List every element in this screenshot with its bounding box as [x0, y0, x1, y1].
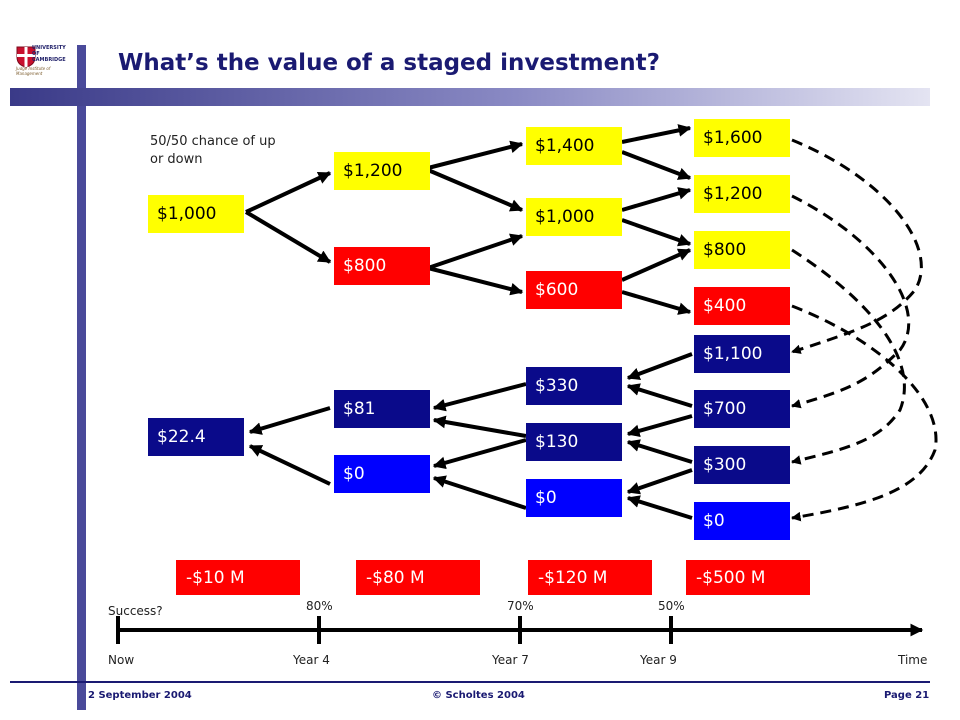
arrow-back-2a — [432, 382, 527, 412]
footer-page-number: Page 21 — [884, 690, 930, 701]
payoff-curve-4 — [791, 304, 938, 522]
node-upper-y7-2: $1,000 — [526, 198, 622, 236]
arrow-back-3c — [626, 414, 693, 438]
timeline-label-year4: Year 4 — [293, 653, 330, 667]
payoff-curve-3 — [791, 248, 906, 465]
footer-copyright: © Scholtes 2004 — [432, 690, 525, 701]
node-upper-y7-3: $600 — [526, 271, 622, 309]
arrow-back-2c — [432, 438, 527, 470]
arrow-back-3a — [626, 352, 693, 380]
cost-stage-2: -$80 M — [356, 560, 480, 595]
timeline-label-time: Time — [898, 653, 928, 667]
left-accent-bar — [77, 45, 86, 710]
node-lower-y7-3: $0 — [526, 479, 622, 517]
cost-stage-4: -$500 M — [686, 560, 810, 595]
arrow-down-1 — [244, 210, 332, 264]
arrow-down-2b — [427, 266, 524, 296]
cost-stage-1: -$10 M — [176, 560, 300, 595]
node-lower-y4-1: $81 — [334, 390, 430, 428]
arrow-up-3b — [621, 187, 692, 212]
node-lower-y9-3: $300 — [694, 446, 790, 484]
node-upper-y9-4: $400 — [694, 287, 790, 325]
arrow-down-3a — [621, 150, 692, 180]
probability-note: 50/50 chance of up or down — [150, 134, 276, 167]
arrow-back-1b — [248, 444, 331, 486]
node-upper-y4-down: $800 — [334, 247, 430, 285]
arrow-back-3b — [626, 383, 693, 408]
payoff-curve-1 — [791, 138, 923, 354]
timeline-success-label: Success? — [108, 604, 163, 618]
node-lower-y9-1: $1,100 — [694, 335, 790, 373]
arrow-down-2a — [427, 168, 524, 212]
node-upper-y4-up: $1,200 — [334, 152, 430, 190]
logo-title: UNIVERSITY OF CAMBRIDGE — [32, 45, 66, 63]
payoff-curve-2 — [791, 194, 911, 409]
arrow-down-3c — [621, 290, 692, 315]
node-upper-now: $1,000 — [148, 195, 244, 233]
footer-date: 2 September 2004 — [88, 690, 192, 701]
node-upper-y9-3: $800 — [694, 231, 790, 269]
arrow-back-1a — [248, 406, 331, 435]
logo-subtitle: Judge Institute of Management — [16, 66, 51, 76]
arrow-back-3d — [626, 439, 693, 464]
node-lower-y4-2: $0 — [334, 455, 430, 493]
node-upper-y9-1: $1,600 — [694, 119, 790, 157]
node-lower-y7-2: $130 — [526, 423, 622, 461]
node-lower-y7-1: $330 — [526, 367, 622, 405]
arrow-back-3f — [626, 495, 693, 520]
timeline-prob-year7: 70% — [507, 599, 534, 613]
arrow-back-2d — [432, 475, 527, 510]
node-upper-y9-2: $1,200 — [694, 175, 790, 213]
node-lower-y9-2: $700 — [694, 390, 790, 428]
timeline-label-now: Now — [108, 653, 135, 667]
node-lower-now: $22.4 — [148, 418, 244, 456]
timeline-prob-year4: 80% — [306, 599, 333, 613]
timeline-prob-year9: 50% — [658, 599, 685, 613]
university-logo — [12, 42, 74, 82]
slide-title: What’s the value of a staged investment? — [118, 50, 660, 76]
arrow-up-1 — [245, 171, 332, 214]
arrow-up-3c — [621, 248, 692, 282]
arrow-down-3b — [621, 218, 692, 247]
cost-stage-3: -$120 M — [528, 560, 652, 595]
arrow-back-3e — [626, 468, 693, 495]
timeline-label-year9: Year 9 — [640, 653, 677, 667]
title-gradient-bar — [10, 88, 930, 106]
arrow-up-2b — [427, 233, 524, 270]
timeline-label-year7: Year 7 — [492, 653, 529, 667]
node-upper-y7-1: $1,400 — [526, 127, 622, 165]
arrow-up-2a — [427, 140, 524, 170]
node-lower-y9-4: $0 — [694, 502, 790, 540]
footer-divider — [10, 681, 930, 683]
arrow-back-2b — [432, 415, 527, 438]
arrow-up-3a — [621, 124, 692, 144]
